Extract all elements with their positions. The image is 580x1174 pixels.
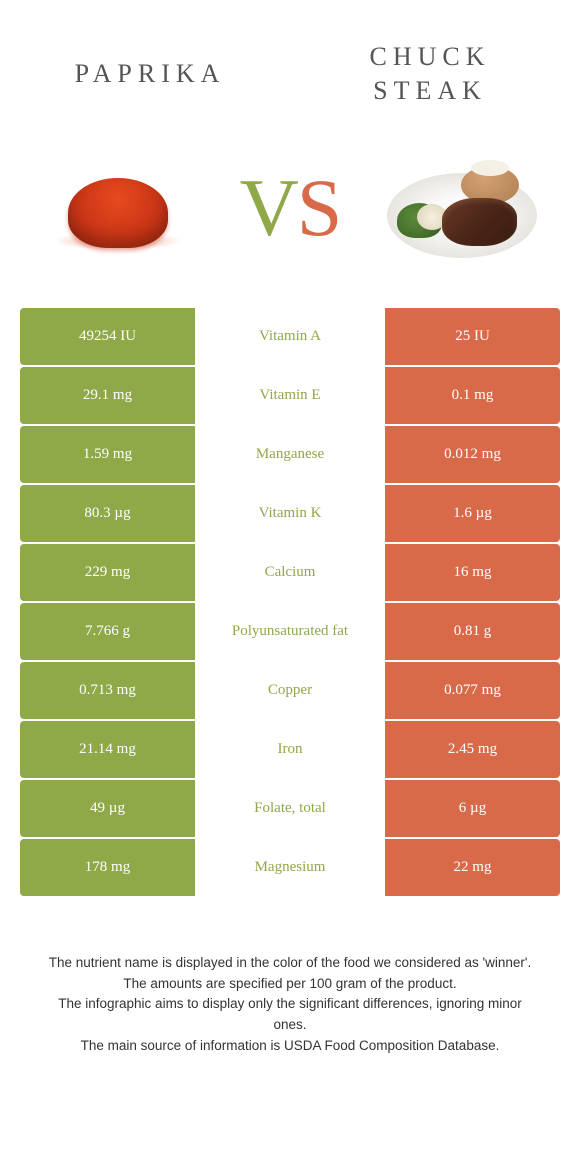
vs-v-letter: V — [240, 162, 297, 253]
right-value: 0.1 mg — [385, 367, 560, 424]
right-value: 2.45 mg — [385, 721, 560, 778]
left-value: 49 µg — [20, 780, 195, 837]
paprika-image — [40, 148, 195, 268]
left-value: 80.3 µg — [20, 485, 195, 542]
vs-s-letter: S — [297, 162, 341, 253]
left-value: 7.766 g — [20, 603, 195, 660]
table-row: 0.713 mgCopper0.077 mg — [20, 662, 560, 719]
nutrient-label: Vitamin K — [195, 485, 385, 542]
header: Paprika Chuck steak — [20, 20, 560, 118]
right-value: 25 IU — [385, 308, 560, 365]
right-value: 22 mg — [385, 839, 560, 896]
table-row: 1.59 mgManganese0.012 mg — [20, 426, 560, 483]
title-paprika: Paprika — [50, 59, 250, 89]
right-value: 0.012 mg — [385, 426, 560, 483]
nutrient-label: Folate, total — [195, 780, 385, 837]
steak-image — [385, 148, 540, 268]
left-value: 178 mg — [20, 839, 195, 896]
nutrient-label: Calcium — [195, 544, 385, 601]
vs-row: VS — [20, 118, 560, 308]
left-value: 29.1 mg — [20, 367, 195, 424]
left-value: 49254 IU — [20, 308, 195, 365]
table-row: 21.14 mgIron2.45 mg — [20, 721, 560, 778]
left-value: 229 mg — [20, 544, 195, 601]
nutrient-label: Copper — [195, 662, 385, 719]
table-row: 178 mgMagnesium22 mg — [20, 839, 560, 896]
nutrient-label: Iron — [195, 721, 385, 778]
nutrition-table: 49254 IUVitamin A25 IU29.1 mgVitamin E0.… — [20, 308, 560, 898]
vs-label: VS — [240, 161, 341, 255]
footer-line-2: The amounts are specified per 100 gram o… — [40, 974, 540, 995]
nutrient-label: Magnesium — [195, 839, 385, 896]
nutrient-label: Polyunsaturated fat — [195, 603, 385, 660]
nutrient-label: Vitamin E — [195, 367, 385, 424]
nutrient-label: Manganese — [195, 426, 385, 483]
right-value: 1.6 µg — [385, 485, 560, 542]
table-row: 7.766 gPolyunsaturated fat0.81 g — [20, 603, 560, 660]
table-row: 80.3 µgVitamin K1.6 µg — [20, 485, 560, 542]
footer-line-3: The infographic aims to display only the… — [40, 994, 540, 1036]
left-value: 1.59 mg — [20, 426, 195, 483]
left-value: 21.14 mg — [20, 721, 195, 778]
left-value: 0.713 mg — [20, 662, 195, 719]
footer-notes: The nutrient name is displayed in the co… — [40, 953, 540, 1058]
table-row: 49 µgFolate, total6 µg — [20, 780, 560, 837]
table-row: 49254 IUVitamin A25 IU — [20, 308, 560, 365]
footer-line-1: The nutrient name is displayed in the co… — [40, 953, 540, 974]
table-row: 29.1 mgVitamin E0.1 mg — [20, 367, 560, 424]
nutrient-label: Vitamin A — [195, 308, 385, 365]
right-value: 0.81 g — [385, 603, 560, 660]
footer-line-4: The main source of information is USDA F… — [40, 1036, 540, 1057]
right-value: 6 µg — [385, 780, 560, 837]
table-row: 229 mgCalcium16 mg — [20, 544, 560, 601]
right-value: 0.077 mg — [385, 662, 560, 719]
title-chuck-steak: Chuck steak — [330, 40, 530, 108]
right-value: 16 mg — [385, 544, 560, 601]
